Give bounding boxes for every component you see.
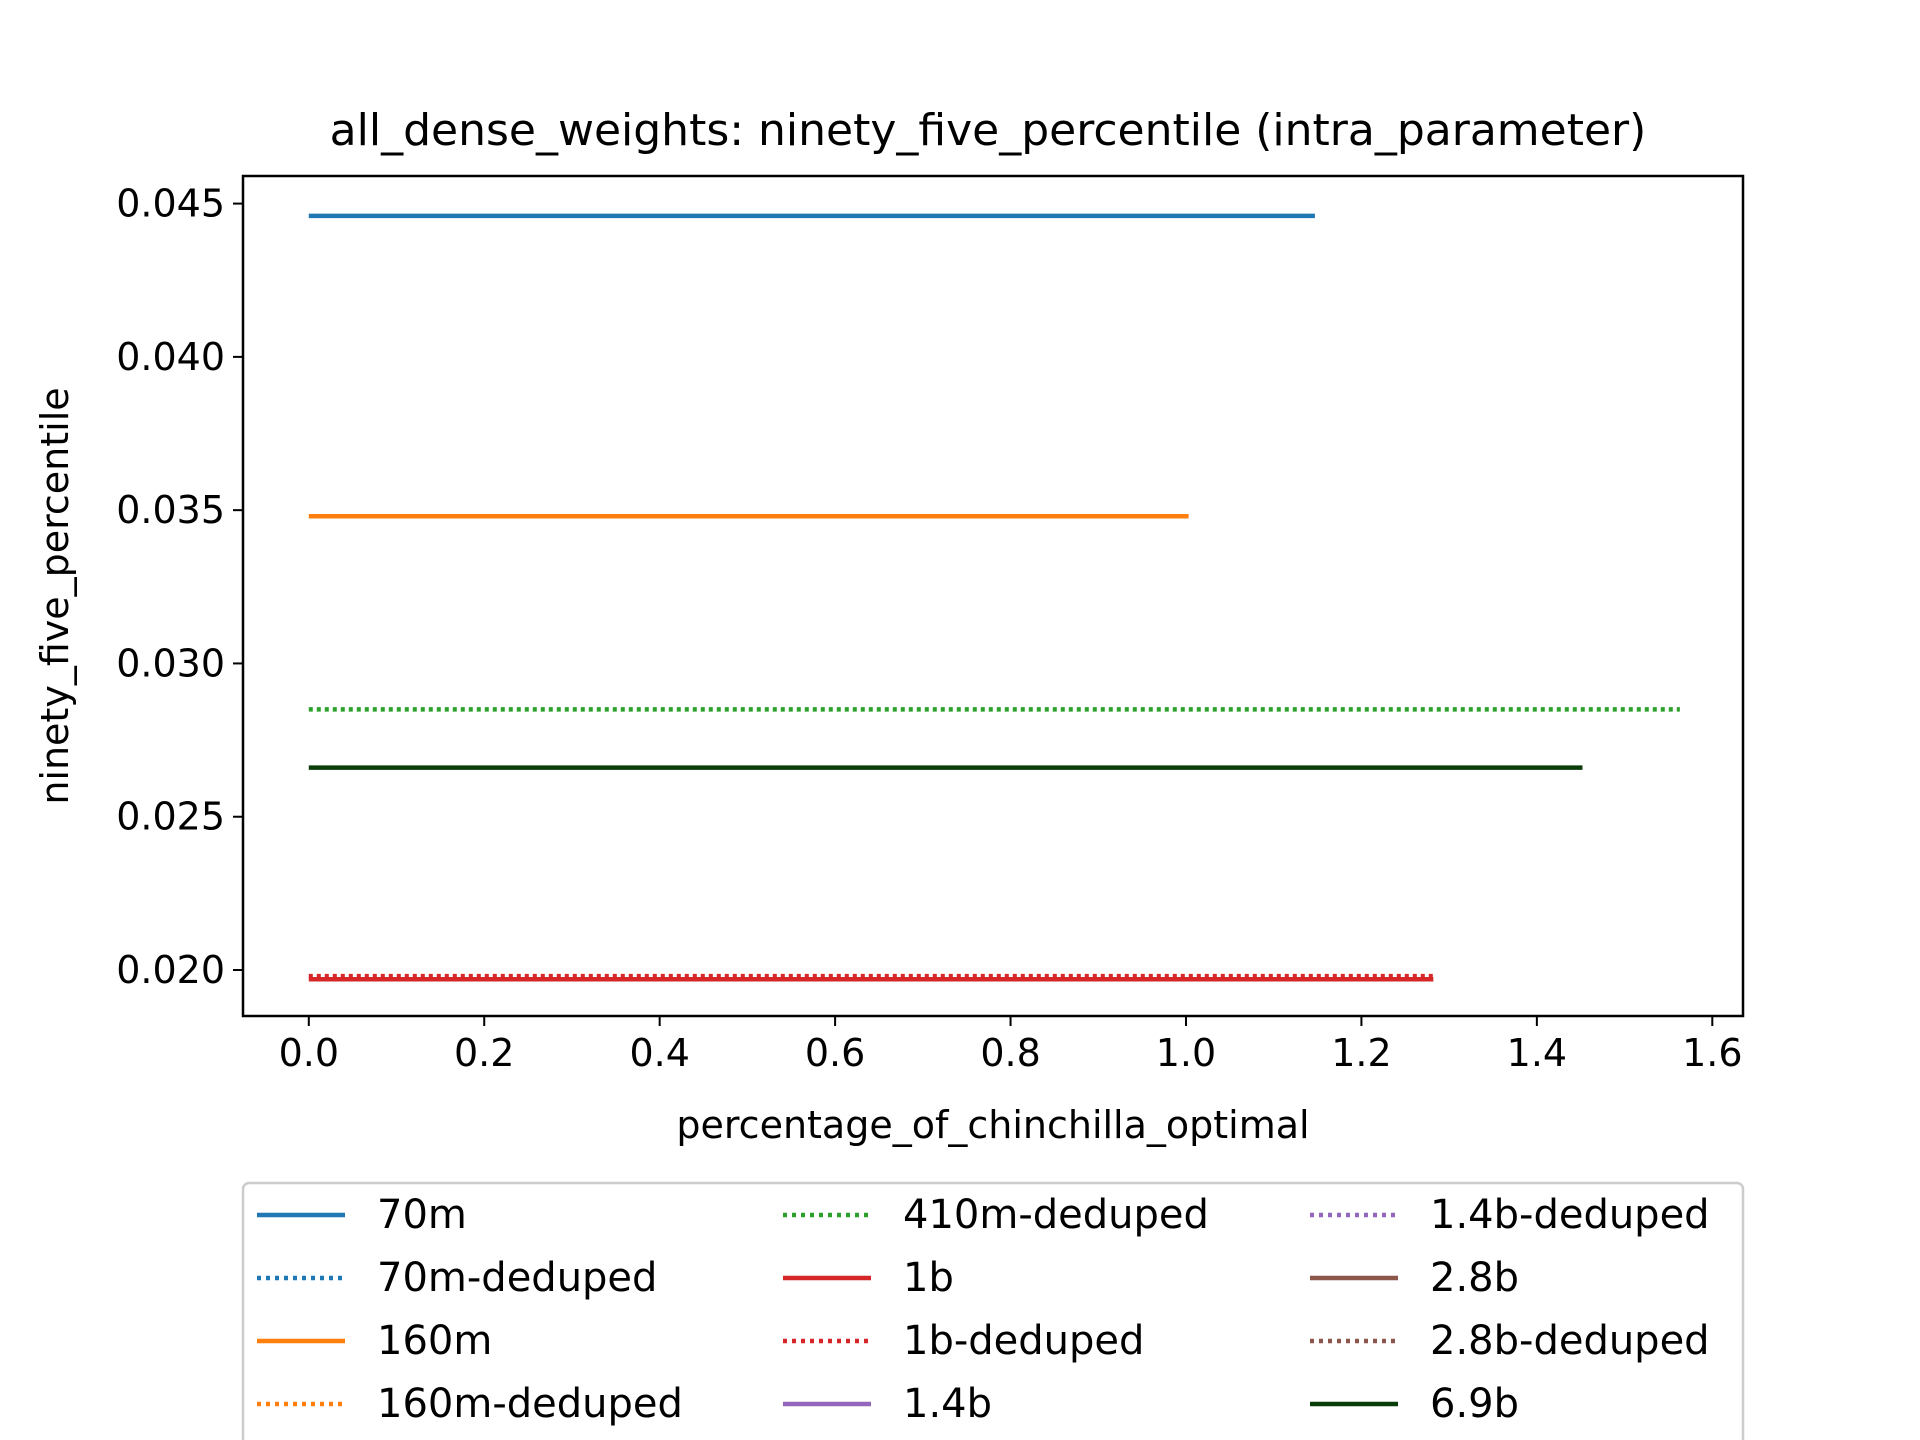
legend-label-1-4b-deduped: 1.4b-deduped: [1430, 1192, 1710, 1238]
x-tick-label: 1.2: [1331, 1031, 1391, 1075]
x-axis-label: percentage_of_chinchilla_optimal: [676, 1103, 1309, 1147]
chart-title: all_dense_weights: ninety_five_percentil…: [330, 105, 1647, 156]
legend-label-160m-deduped: 160m-deduped: [377, 1381, 683, 1427]
legend-label-70m-deduped: 70m-deduped: [377, 1255, 657, 1301]
x-tick-label: 1.0: [1156, 1031, 1216, 1075]
y-axis-label: ninety_five_percentile: [33, 387, 77, 804]
legend-label-160m: 160m: [377, 1318, 492, 1364]
y-tick-label: 0.025: [116, 795, 225, 839]
legend-label-1b: 1b: [903, 1255, 954, 1301]
legend: 70m 70m-deduped 160m 160m-deduped 410m-dedup…: [257, 1192, 1710, 1427]
y-tick-label: 0.035: [116, 488, 225, 532]
legend-label-6-9b: 6.9b: [1430, 1381, 1519, 1427]
x-tick-label: 0.4: [629, 1031, 689, 1075]
x-tick-label: 0.6: [805, 1031, 865, 1075]
legend-label-2-8b-deduped: 2.8b-deduped: [1430, 1318, 1710, 1364]
plot-lines: [308, 213, 1680, 982]
legend-label-410m-deduped: 410m-deduped: [903, 1192, 1209, 1238]
legend-label-1b-deduped: 1b-deduped: [903, 1318, 1144, 1364]
legend-label-2-8b: 2.8b: [1430, 1255, 1519, 1301]
legend-label-1-4b: 1.4b: [903, 1381, 992, 1427]
x-tick-label: 0.0: [279, 1031, 339, 1075]
x-axis-ticks: 0.0 0.2 0.4 0.6 0.8 1.0 1.2 1.4 1.6: [279, 1016, 1743, 1075]
y-tick-label: 0.030: [116, 641, 225, 685]
y-tick-label: 0.020: [116, 948, 225, 992]
legend-box: [241, 1181, 1745, 1440]
plot-frame: [241, 174, 1745, 1018]
y-axis-ticks: 0.020 0.025 0.030 0.035 0.040 0.045: [116, 182, 243, 992]
y-tick-label: 0.040: [116, 335, 225, 379]
x-tick-label: 0.2: [454, 1031, 514, 1075]
x-tick-label: 1.6: [1682, 1031, 1742, 1075]
y-tick-label: 0.045: [116, 182, 225, 226]
x-tick-label: 1.4: [1507, 1031, 1567, 1075]
legend-label-70m: 70m: [377, 1192, 467, 1238]
x-tick-label: 0.8: [980, 1031, 1040, 1075]
